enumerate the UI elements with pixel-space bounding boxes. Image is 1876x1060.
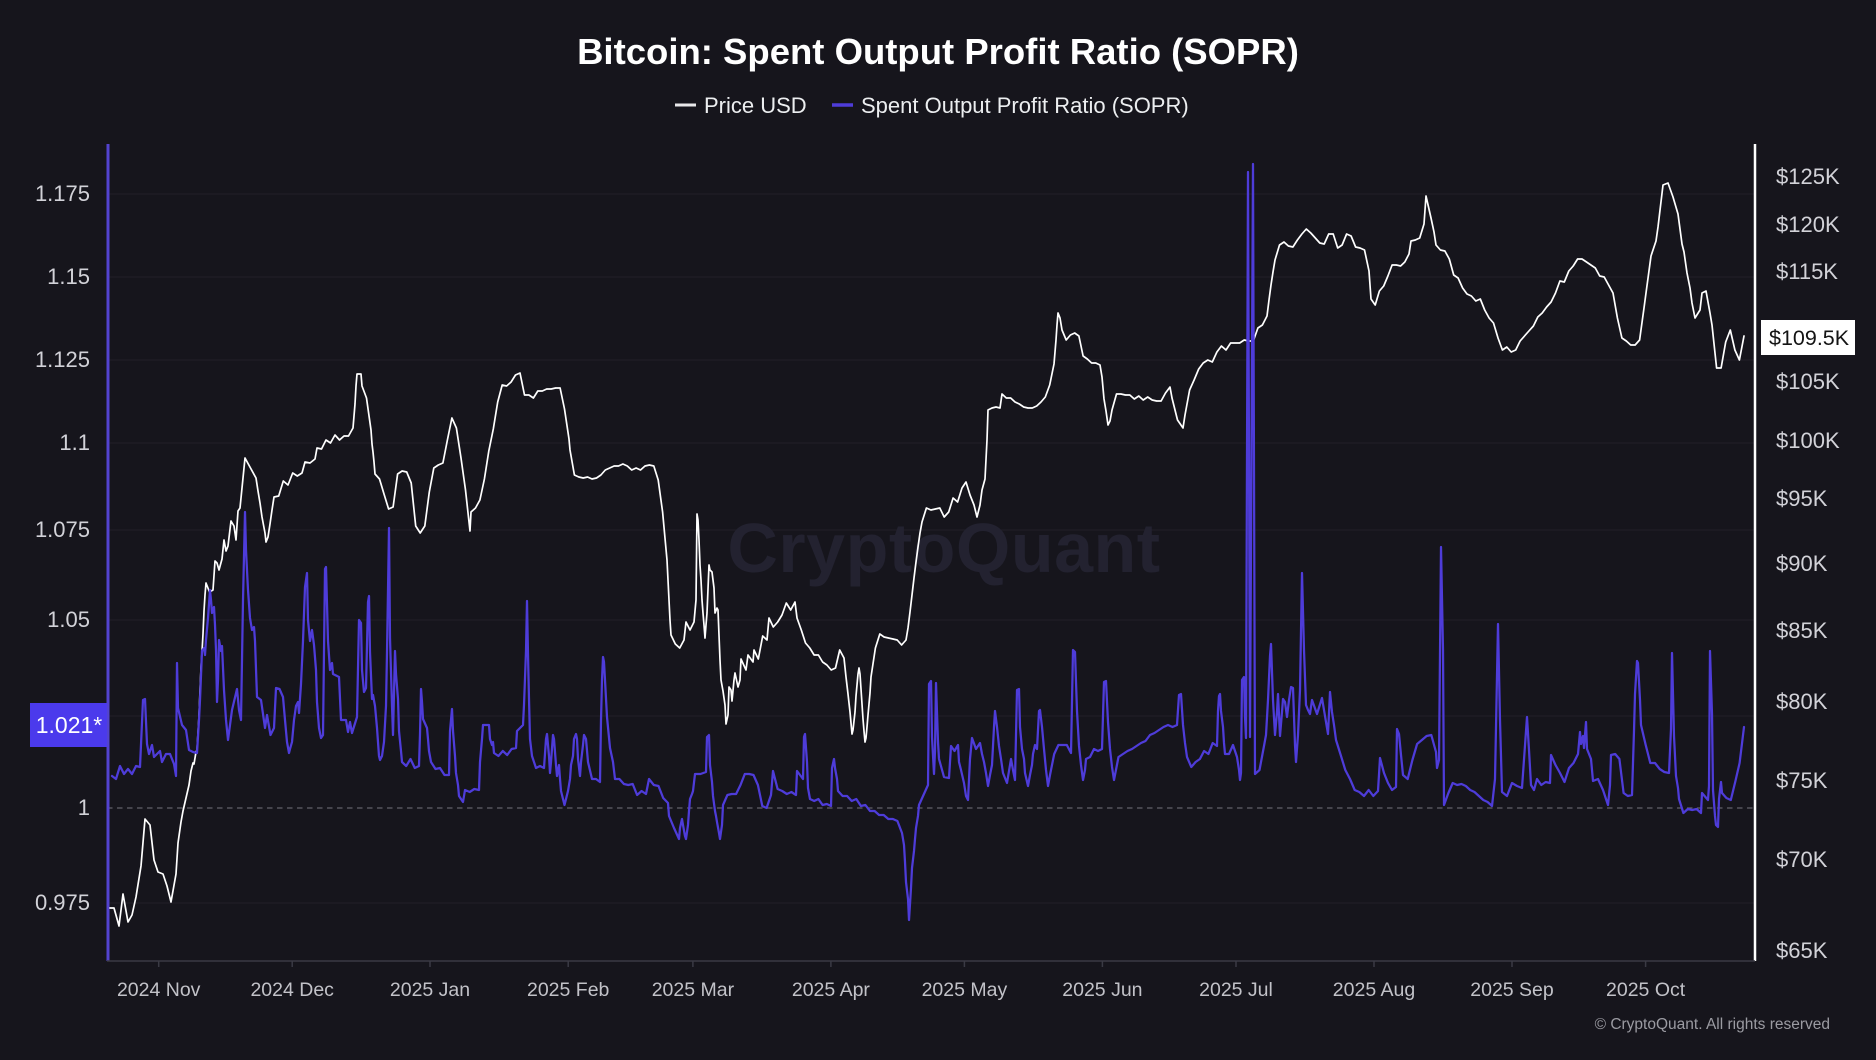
svg-text:2024 Nov: 2024 Nov (117, 979, 201, 1001)
svg-text:$105K: $105K (1776, 369, 1840, 394)
svg-text:2025 Feb: 2025 Feb (527, 979, 610, 1001)
svg-text:Spent Output Profit Ratio (SOP: Spent Output Profit Ratio (SOPR) (861, 93, 1189, 118)
svg-text:$100K: $100K (1776, 428, 1840, 453)
svg-text:2025 Sep: 2025 Sep (1470, 979, 1554, 1001)
svg-text:1.075: 1.075 (35, 517, 90, 542)
svg-text:$65K: $65K (1776, 938, 1828, 963)
svg-text:$95K: $95K (1776, 486, 1828, 511)
svg-text:$70K: $70K (1776, 847, 1828, 872)
svg-text:2025 Aug: 2025 Aug (1333, 979, 1415, 1001)
svg-text:1.05: 1.05 (47, 607, 90, 632)
svg-text:2025 Jan: 2025 Jan (390, 979, 470, 1001)
svg-text:Price USD: Price USD (704, 93, 807, 118)
svg-text:$120K: $120K (1776, 212, 1840, 237)
svg-text:2025 Oct: 2025 Oct (1606, 979, 1686, 1001)
svg-text:2025 Jun: 2025 Jun (1062, 979, 1142, 1001)
svg-text:2025 Jul: 2025 Jul (1199, 979, 1273, 1001)
svg-text:© CryptoQuant. All rights rese: © CryptoQuant. All rights reserved (1595, 1016, 1830, 1033)
svg-text:0.975: 0.975 (35, 890, 90, 915)
svg-text:CryptoQuant: CryptoQuant (727, 509, 1160, 587)
svg-text:1.021*: 1.021* (36, 712, 103, 738)
svg-text:Bitcoin: Spent Output Profit R: Bitcoin: Spent Output Profit Ratio (SOPR… (577, 31, 1299, 72)
svg-text:1.15: 1.15 (47, 264, 90, 289)
svg-text:$85K: $85K (1776, 618, 1828, 643)
svg-text:2024 Dec: 2024 Dec (250, 979, 334, 1001)
svg-text:1.1: 1.1 (59, 430, 90, 455)
svg-text:$109.5K: $109.5K (1769, 326, 1850, 350)
svg-text:1: 1 (78, 795, 90, 820)
svg-text:$90K: $90K (1776, 551, 1828, 576)
svg-text:2025 Apr: 2025 Apr (792, 979, 871, 1001)
svg-text:2025 Mar: 2025 Mar (652, 979, 735, 1001)
svg-text:$125K: $125K (1776, 164, 1840, 189)
svg-text:$115K: $115K (1776, 259, 1838, 284)
svg-text:$80K: $80K (1776, 689, 1828, 714)
svg-text:$75K: $75K (1776, 768, 1828, 793)
svg-text:2025 May: 2025 May (922, 979, 1008, 1001)
svg-text:1.175: 1.175 (35, 181, 90, 206)
svg-text:1.125: 1.125 (35, 347, 90, 372)
